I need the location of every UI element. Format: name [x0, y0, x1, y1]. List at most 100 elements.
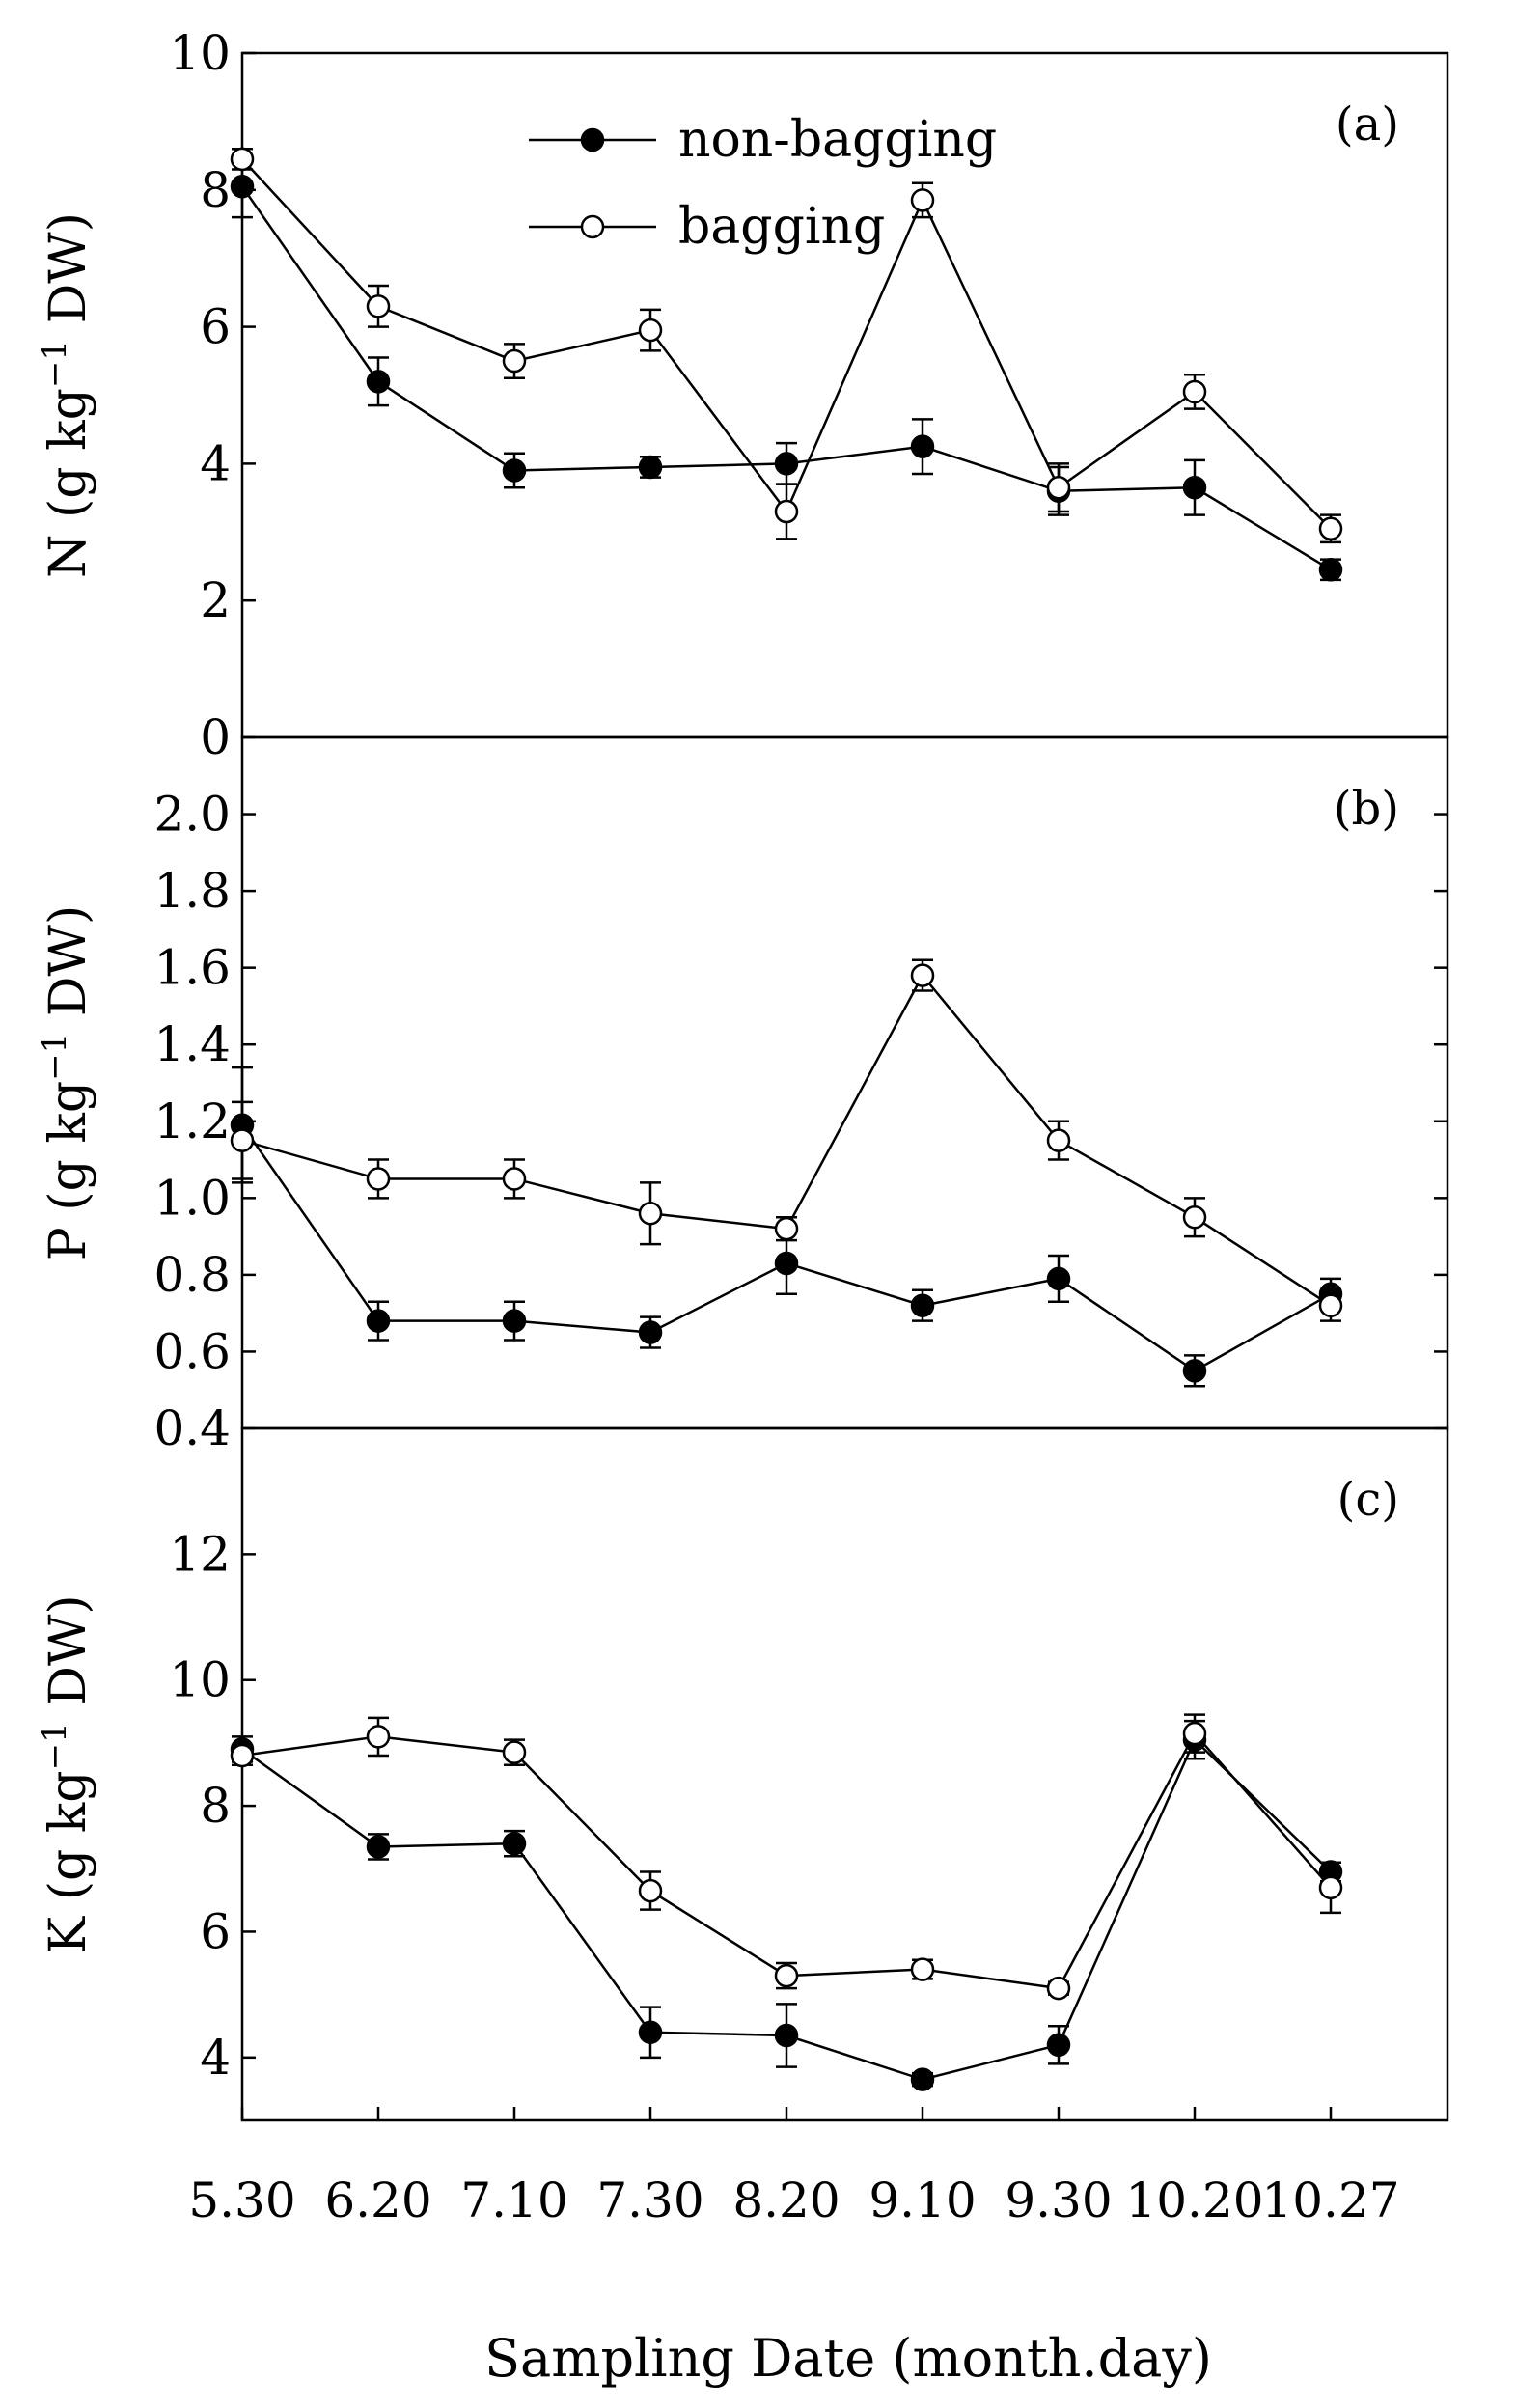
y-tick-label: 12 [169, 1526, 231, 1582]
y-tick-label: 1.6 [153, 940, 231, 996]
series-non-bagging [230, 1719, 1343, 2091]
point-non-bagging [1182, 1359, 1207, 1383]
legend-label: bagging [678, 198, 885, 256]
x-tick-label: 8.20 [732, 2173, 840, 2228]
x-tick-label: 10.20 [1125, 2173, 1263, 2228]
point-non-bagging [910, 434, 935, 458]
point-bagging [230, 1743, 255, 1768]
y-tick-label: 8 [200, 162, 231, 218]
point-non-bagging [1182, 475, 1207, 500]
y-axis-title-tail: DW) [40, 1594, 97, 1722]
x-axis-title: Sampling Date (month.day) [484, 2328, 1212, 2389]
point-non-bagging [638, 455, 663, 480]
point-bagging [910, 188, 935, 212]
point-bagging [230, 147, 255, 172]
point-bagging [910, 1957, 935, 1981]
point-non-bagging [1046, 1266, 1071, 1291]
y-tick-label: 10 [169, 25, 231, 81]
y-tick-label: 6 [200, 1903, 231, 1959]
point-bagging [1182, 379, 1207, 404]
y-axis-title-main: K (g kg [40, 1770, 97, 1953]
y-axis-title: N (g kg−1 DW) [36, 212, 97, 578]
point-bagging [638, 318, 663, 343]
y-tick-label: 0 [200, 709, 231, 765]
point-bagging [502, 1740, 527, 1764]
point-bagging [774, 1216, 799, 1241]
point-bagging [910, 963, 935, 987]
point-non-bagging [502, 458, 527, 483]
point-non-bagging [502, 1831, 527, 1856]
point-bagging [1046, 1128, 1071, 1152]
point-bagging [1046, 1976, 1071, 2001]
point-bagging [1182, 1204, 1207, 1230]
point-non-bagging [230, 175, 255, 199]
point-bagging [502, 1167, 527, 1191]
point-bagging [1046, 475, 1071, 500]
point-bagging [366, 1725, 391, 1749]
y-tick-label: 6 [200, 299, 231, 355]
panel-frame [240, 1426, 1449, 2122]
series-bagging [230, 958, 1343, 1322]
y-tick-label: 0.6 [153, 1323, 231, 1379]
panel-label: (a) [1336, 97, 1399, 152]
legend-label: non-bagging [678, 111, 997, 169]
legend-marker [580, 127, 605, 152]
plot-area: 0 2 4 6 8 10 N (g kg−1 DW) (a) non-bagging baggin… [36, 25, 1449, 2228]
y-axis-title-tail: DW) [40, 905, 97, 1033]
x-tick-label: 6.20 [324, 2173, 431, 2228]
panel-label: (c) [1337, 1473, 1399, 1527]
x-tick-label: 7.10 [460, 2173, 567, 2228]
point-non-bagging [502, 1309, 527, 1333]
legend-marker [580, 214, 605, 239]
point-bagging [366, 294, 391, 318]
panel-3: 4 6 8 10 12 K (g kg−1 DW) (c) 5.30 6.20 7.10 7.30 8… [36, 1426, 1449, 2228]
y-tick-label: 1.8 [153, 863, 231, 919]
y-tick-label: 4 [200, 2030, 231, 2086]
series-bagging [230, 147, 1343, 544]
point-non-bagging [366, 1309, 391, 1333]
legend: non-bagging bagging [529, 111, 997, 256]
x-tick-label: 9.30 [1005, 2173, 1112, 2228]
point-bagging [502, 348, 527, 374]
point-non-bagging [366, 370, 391, 394]
y-tick-label: 10 [169, 1652, 231, 1708]
y-tick-label: 0.8 [153, 1247, 231, 1303]
y-tick-label: 8 [200, 1778, 231, 1834]
y-tick-label: 2.0 [153, 787, 231, 843]
y-axis-title-sup: −1 [36, 1722, 74, 1770]
point-non-bagging [910, 1293, 935, 1317]
y-tick-label: 4 [200, 435, 231, 491]
y-tick-label: 1.0 [153, 1170, 231, 1226]
point-non-bagging [910, 2067, 935, 2091]
point-bagging [1318, 1293, 1343, 1317]
x-tick-label: 10.27 [1261, 2173, 1399, 2228]
point-bagging [774, 499, 799, 524]
point-non-bagging [774, 1251, 799, 1276]
y-axis-title-main: P (g kg [40, 1081, 97, 1260]
point-non-bagging [1318, 558, 1343, 582]
point-bagging [1318, 516, 1343, 541]
point-bagging [638, 1201, 663, 1226]
y-tick-label: 1.2 [153, 1093, 231, 1149]
y-axis-title-sup: −1 [36, 1033, 74, 1081]
panel-frame [240, 735, 1449, 1430]
x-tick-label: 9.10 [868, 2173, 976, 2228]
point-non-bagging [774, 452, 799, 476]
point-bagging [1182, 1721, 1207, 1746]
point-non-bagging [638, 1320, 663, 1344]
point-bagging [230, 1128, 255, 1152]
panel-1: 0 2 4 6 8 10 N (g kg−1 DW) (a) non-bagging baggin… [36, 25, 1449, 765]
y-axis-title: K (g kg−1 DW) [36, 1594, 97, 1953]
panel-2: 0.4 0.6 0.8 1.0 1.2 1.4 1.6 1.8 2.0 P (g kg−1 DW)… [36, 735, 1449, 1456]
y-tick-label: 2 [200, 572, 231, 628]
x-tick-label: 7.30 [596, 2173, 703, 2228]
point-bagging [774, 1963, 799, 1988]
series-line-bagging [241, 1730, 1332, 1990]
y-tick-label: 1.4 [153, 1016, 231, 1072]
y-axis-title-sup: −1 [36, 340, 74, 388]
y-axis-title: P (g kg−1 DW) [36, 905, 97, 1261]
point-non-bagging [774, 2023, 799, 2048]
y-axis-title-tail: DW) [40, 212, 97, 340]
point-non-bagging [1046, 2033, 1071, 2058]
